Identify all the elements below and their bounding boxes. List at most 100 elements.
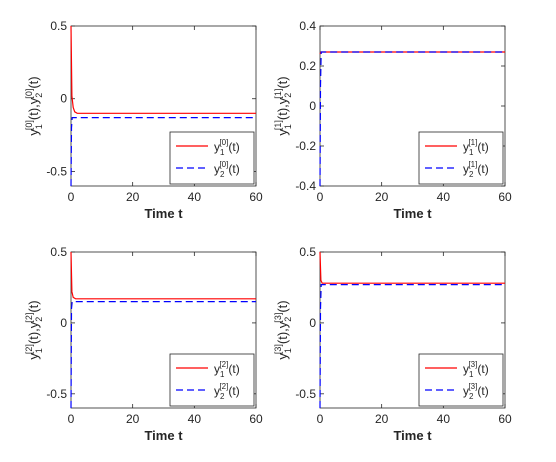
series-2-line — [70, 301, 256, 409]
legend-sup: [1] — [468, 160, 477, 169]
series-2-line — [319, 284, 505, 409]
series-1-line — [319, 251, 505, 284]
legend-arg: (t) — [477, 140, 488, 154]
y-label-arg: (t), — [26, 328, 41, 344]
x-axis-label: Time t — [144, 428, 183, 443]
x-tick-label: 40 — [437, 412, 451, 426]
legend-arg: (t) — [477, 384, 488, 398]
legend-arg: (t) — [477, 362, 488, 376]
y-label-sub: 2 — [283, 317, 293, 322]
y-label-sub: 1 — [34, 348, 44, 353]
y-label-sub: 1 — [283, 124, 293, 129]
y-axis-label: y1[2](t),y2[2](t) — [24, 300, 44, 359]
legend-label-1: y1[2](t) — [214, 360, 240, 379]
legend-sup: [2] — [219, 382, 228, 391]
y-axis-label: y1[3](t),y2[3](t) — [273, 300, 293, 359]
y-tick-label: 0 — [309, 99, 316, 113]
legend-base: y — [214, 162, 220, 176]
y-axis-label: y1[1](t),y2[1](t) — [273, 76, 293, 135]
y-tick-label: 0.5 — [50, 245, 67, 259]
legend-base: y — [463, 362, 469, 376]
x-tick-label: 60 — [249, 190, 263, 204]
y-label-sup: [2] — [24, 313, 34, 323]
y-label-base: y — [26, 97, 41, 104]
y-label-sup: [1] — [273, 89, 283, 99]
series-2-line — [319, 51, 505, 187]
legend-sub: 2 — [469, 392, 474, 401]
legend-sup: [1] — [468, 138, 477, 147]
legend-sub: 1 — [469, 370, 474, 379]
x-tick-label: 20 — [126, 190, 140, 204]
series-1-line — [70, 25, 256, 114]
y-label-sub: 1 — [34, 124, 44, 129]
x-tick-label: 40 — [188, 412, 202, 426]
y-label-arg: (t) — [26, 300, 41, 312]
legend-base: y — [214, 140, 220, 154]
y-label-arg: (t), — [275, 328, 290, 344]
legend-sup: [0] — [219, 138, 228, 147]
legend-label-2: y2[3](t) — [463, 382, 489, 401]
legend-sub: 2 — [469, 170, 474, 179]
x-axis-label: Time t — [144, 206, 183, 221]
y-label-sub: 2 — [34, 317, 44, 322]
legend-sup: [0] — [219, 160, 228, 169]
y-label-base: y — [26, 129, 41, 136]
y-label-arg: (t) — [275, 76, 290, 88]
x-axis-label: Time t — [393, 428, 432, 443]
y-tick-label: 0.5 — [50, 19, 67, 33]
series-2-line — [70, 116, 256, 187]
legend-box — [418, 131, 504, 185]
y-label-base: y — [26, 321, 41, 328]
x-tick-label: 60 — [498, 190, 512, 204]
y-label-sub: 2 — [34, 93, 44, 98]
legend-box — [169, 353, 255, 407]
y-label-arg: (t) — [275, 300, 290, 312]
legend-arg: (t) — [477, 162, 488, 176]
y-label-base: y — [275, 353, 290, 360]
x-tick-label: 60 — [249, 412, 263, 426]
legend-box — [418, 353, 504, 407]
y-label-base: y — [275, 129, 290, 136]
y-tick-label: 0.2 — [299, 59, 316, 73]
legend-base: y — [463, 162, 469, 176]
axes-box — [319, 25, 506, 187]
legend-arg: (t) — [228, 384, 239, 398]
y-label-sup: [0] — [24, 89, 34, 99]
y-tick-label: -0.4 — [295, 179, 316, 193]
series-1-line — [70, 251, 256, 300]
y-label-sub: 2 — [283, 93, 293, 98]
legend-arg: (t) — [228, 162, 239, 176]
y-tick-label: -0.2 — [295, 139, 316, 153]
x-tick-label: 20 — [375, 412, 389, 426]
x-tick-label: 40 — [437, 190, 451, 204]
x-tick-label: 0 — [68, 190, 75, 204]
y-label-sup: [1] — [273, 120, 283, 130]
legend-base: y — [463, 384, 469, 398]
y-tick-label: 0.5 — [299, 245, 316, 259]
x-tick-label: 60 — [498, 412, 512, 426]
legend-base: y — [214, 362, 220, 376]
legend-arg: (t) — [228, 362, 239, 376]
legend-box — [169, 131, 255, 185]
y-tick-label: 0 — [60, 92, 67, 106]
x-tick-label: 20 — [126, 412, 140, 426]
legend-sub: 2 — [220, 170, 225, 179]
y-label-sup: [0] — [24, 120, 34, 130]
x-tick-label: 20 — [375, 190, 389, 204]
y-label-arg: (t), — [26, 104, 41, 120]
legend-label-2: y2[0](t) — [214, 160, 240, 179]
y-label-base: y — [26, 353, 41, 360]
legend-sub: 2 — [220, 392, 225, 401]
y-label-sup: [3] — [273, 313, 283, 323]
legend-label-1: y1[3](t) — [463, 360, 489, 379]
y-label-base: y — [275, 97, 290, 104]
y-tick-label: -0.5 — [46, 387, 67, 401]
legend-base: y — [463, 140, 469, 154]
legend-sup: [3] — [468, 360, 477, 369]
y-tick-label: 0 — [60, 316, 67, 330]
y-label-arg: (t) — [26, 76, 41, 88]
